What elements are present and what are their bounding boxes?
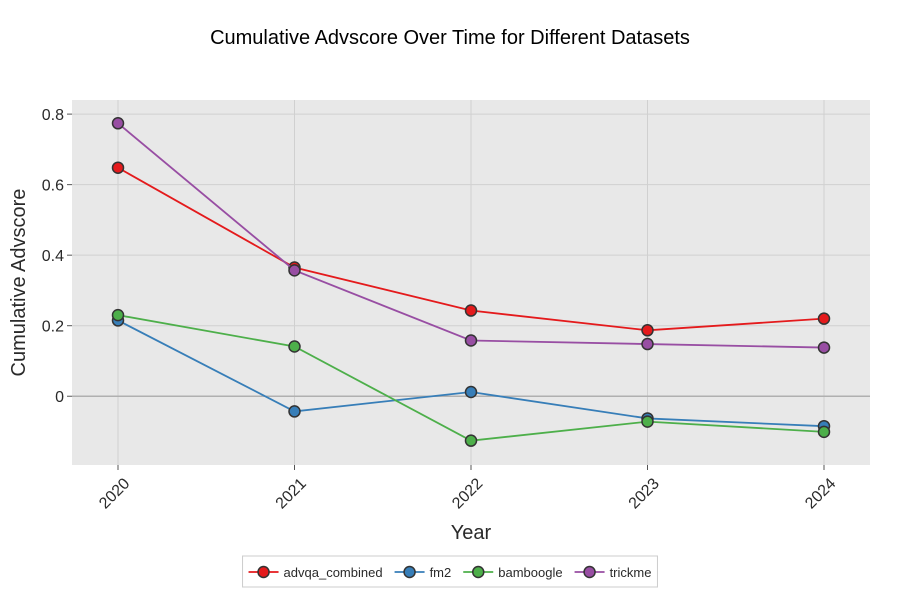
data-point[interactable] bbox=[464, 304, 478, 317]
series-lines bbox=[111, 117, 831, 447]
x-tick-label: 2023 bbox=[626, 475, 663, 512]
data-point[interactable] bbox=[464, 385, 478, 399]
legend-label: bamboogle bbox=[498, 565, 562, 580]
x-tick-label: 2024 bbox=[802, 475, 839, 512]
x-tick-label: 2020 bbox=[96, 475, 133, 512]
data-point[interactable] bbox=[464, 334, 478, 347]
data-point[interactable] bbox=[288, 264, 301, 277]
legend-label: advqa_combined bbox=[284, 565, 383, 580]
data-point[interactable] bbox=[641, 337, 654, 351]
y-axis-title: Cumulative Advscore bbox=[8, 189, 30, 377]
x-tick-label: 2022 bbox=[449, 475, 486, 512]
x-tick-label: 2021 bbox=[273, 475, 310, 512]
y-tick-label: 0.8 bbox=[42, 107, 64, 124]
data-point[interactable] bbox=[817, 425, 831, 439]
legend-swatch-marker bbox=[257, 565, 270, 579]
legend-label: fm2 bbox=[430, 565, 452, 580]
data-point[interactable] bbox=[288, 405, 301, 418]
x-axis-title: Year bbox=[451, 522, 492, 544]
data-point[interactable] bbox=[288, 340, 301, 353]
y-tick-label: 0.6 bbox=[42, 178, 64, 195]
data-point[interactable] bbox=[817, 312, 831, 325]
series-bamboogle bbox=[111, 308, 831, 447]
legend-swatch-marker bbox=[583, 565, 596, 579]
legend-swatch-marker bbox=[403, 565, 416, 579]
series-trickme bbox=[111, 117, 831, 354]
y-tick-label: 0 bbox=[55, 389, 64, 406]
data-point[interactable] bbox=[464, 434, 478, 447]
data-point[interactable] bbox=[111, 161, 125, 174]
y-tick-label: 0.4 bbox=[42, 248, 64, 265]
data-point[interactable] bbox=[641, 324, 654, 337]
legend-item[interactable]: advqa_combined bbox=[248, 565, 383, 580]
data-point[interactable] bbox=[817, 341, 831, 354]
y-tick-label: 0.2 bbox=[42, 319, 64, 336]
legend-item[interactable]: bamboogle bbox=[463, 565, 563, 580]
data-point[interactable] bbox=[111, 117, 125, 130]
data-point[interactable] bbox=[111, 308, 125, 322]
chart-title: Cumulative Advscore Over Time for Differ… bbox=[210, 27, 690, 49]
legend-item[interactable]: fm2 bbox=[394, 565, 452, 580]
legend: advqa_combined fm2 bamboogle trickme bbox=[242, 555, 658, 588]
legend-item[interactable]: trickme bbox=[574, 565, 652, 580]
legend-swatch-marker bbox=[471, 565, 485, 579]
legend-label: trickme bbox=[610, 565, 652, 580]
data-point[interactable] bbox=[641, 415, 654, 428]
legend-items: advqa_combined fm2 bamboogle trickme bbox=[248, 565, 652, 580]
